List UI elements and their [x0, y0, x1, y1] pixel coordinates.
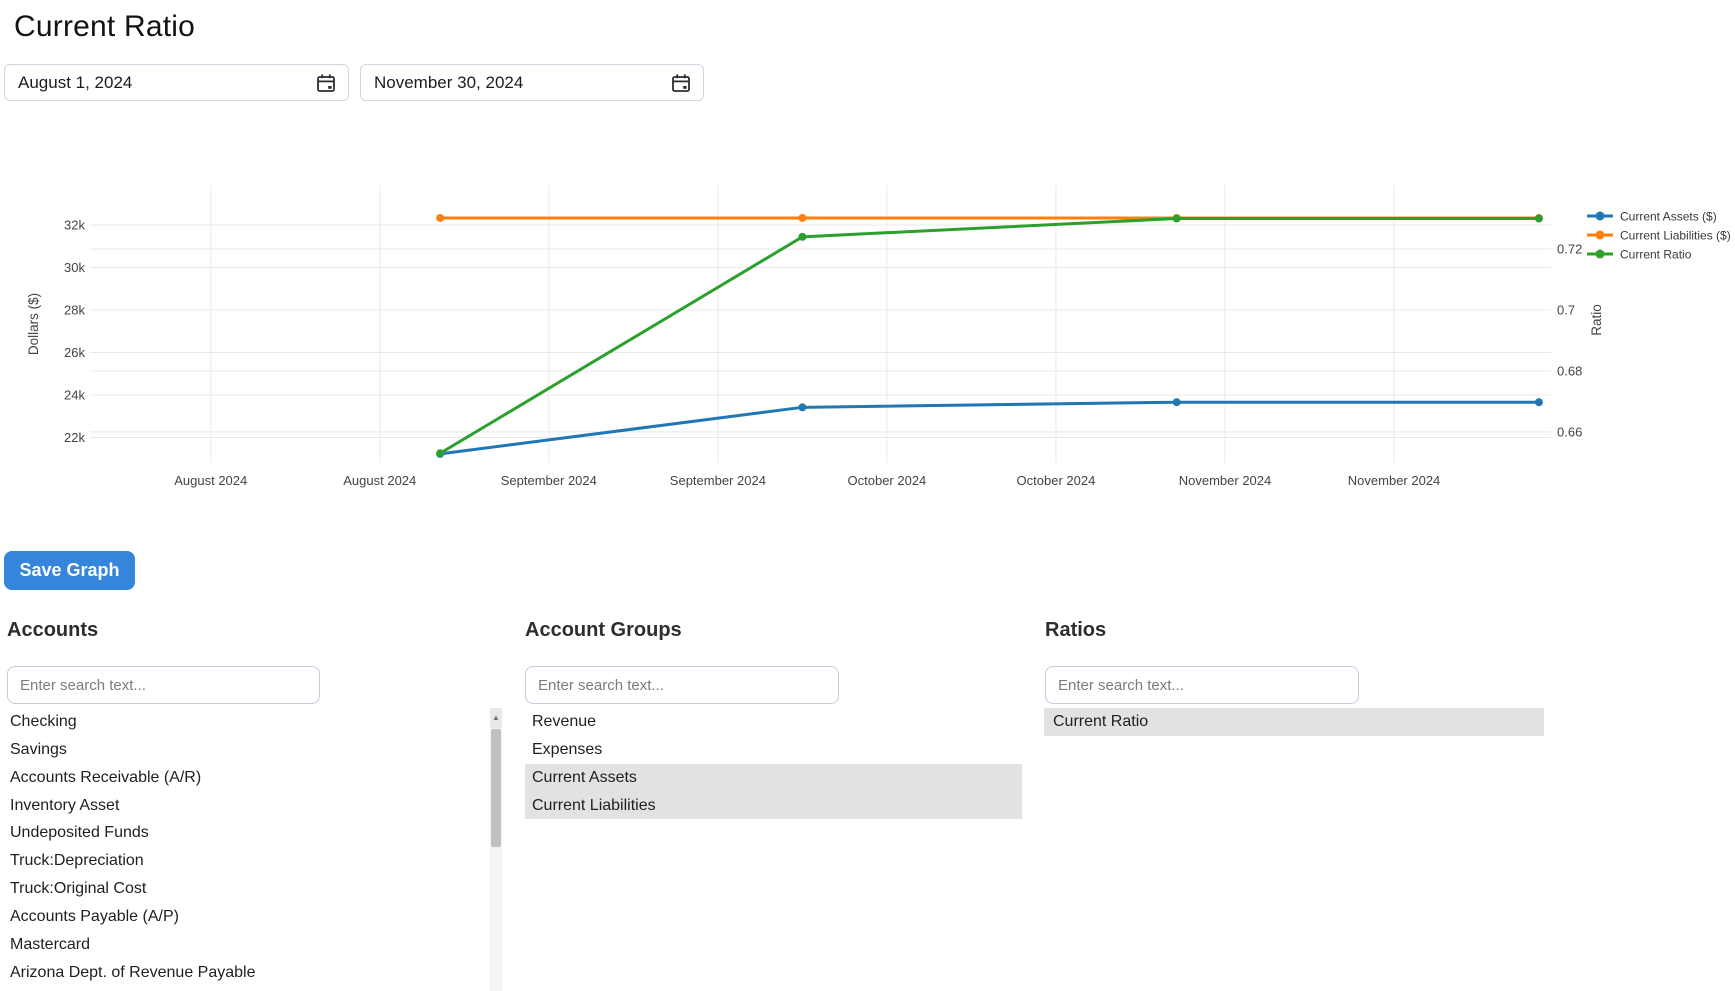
legend-item[interactable]: Current Liabilities ($) [1587, 229, 1731, 243]
legend-item[interactable]: Current Assets ($) [1587, 210, 1717, 224]
svg-text:Current Liabilities ($): Current Liabilities ($) [1620, 229, 1731, 243]
x-tick-label: November 2024 [1179, 473, 1272, 488]
account-groups-heading: Account Groups [525, 619, 682, 641]
series-point [1172, 398, 1181, 407]
x-tick-label: September 2024 [501, 473, 597, 488]
y-tick-label: 32k [64, 217, 85, 232]
y-tick-label: 22k [64, 430, 85, 445]
scroll-up-icon[interactable]: ▲ [490, 708, 502, 728]
list-item[interactable]: Savings [10, 740, 67, 758]
list-item[interactable]: Accounts Receivable (A/R) [10, 768, 202, 786]
y-tick-label: 26k [64, 345, 85, 360]
series-point [798, 403, 807, 412]
list-item[interactable]: Expenses [532, 740, 603, 758]
ratios-list: Current Ratio [1044, 708, 1544, 736]
x-tick-label: October 2024 [1017, 473, 1096, 488]
x-tick-label: August 2024 [174, 473, 247, 488]
ratio-chart: August 2024 August 2024 September 2024 Sept… [0, 170, 1735, 510]
y-tick-label: 30k [64, 260, 85, 275]
end-date-input[interactable] [361, 65, 703, 100]
svg-text:Current Ratio: Current Ratio [1620, 248, 1692, 262]
y2-tick-label: 0.68 [1557, 363, 1582, 378]
series-point [1534, 214, 1543, 223]
series-point [798, 213, 807, 222]
accounts-heading: Accounts [7, 619, 99, 641]
x-tick-label: August 2024 [343, 473, 416, 488]
list-item[interactable]: Revenue [532, 713, 597, 730]
list-item[interactable]: Mastercard [10, 935, 91, 953]
accounts-search-input[interactable] [7, 666, 320, 704]
left-axis-title: Dollars ($) [26, 293, 41, 355]
series-line [439, 400, 1539, 456]
legend-item[interactable]: Current Ratio [1587, 248, 1692, 262]
series-line [439, 217, 1539, 455]
save-graph-button[interactable]: Save Graph [4, 551, 135, 590]
y2-tick-label: 0.66 [1557, 424, 1582, 439]
start-date-field[interactable] [4, 64, 349, 101]
svg-text:Current Assets ($): Current Assets ($) [1620, 210, 1717, 224]
ratios-heading: Ratios [1045, 619, 1107, 641]
x-tick-label: October 2024 [848, 473, 927, 488]
series-point [1534, 398, 1543, 407]
y-tick-label: 28k [64, 302, 85, 317]
list-item[interactable]: Undeposited Funds [10, 824, 149, 842]
accounts-list: Checking Savings Accounts Receivable (A/R)… [0, 708, 488, 986]
y2-tick-label: 0.72 [1557, 242, 1582, 257]
x-tick-label: September 2024 [670, 473, 766, 488]
y-tick-label: 24k [64, 387, 85, 402]
x-tick-label: November 2024 [1348, 473, 1441, 488]
series-point [1172, 214, 1181, 223]
list-item[interactable]: Current Ratio [1044, 708, 1544, 736]
account-groups-search-input[interactable] [525, 666, 839, 704]
list-item[interactable]: Current Liabilities [525, 791, 1022, 820]
list-item[interactable]: Truck:Depreciation [10, 852, 144, 870]
list-item[interactable]: Checking [10, 713, 77, 730]
start-date-input[interactable] [5, 65, 348, 100]
list-item[interactable]: Arizona Dept. of Revenue Payable [10, 963, 256, 981]
page-title: Current Ratio [14, 10, 196, 43]
calendar-icon[interactable] [670, 72, 692, 94]
series-point [798, 232, 807, 241]
list-item[interactable]: Current Assets [525, 763, 1022, 792]
accounts-scrollbar[interactable]: ▲ [490, 708, 502, 991]
scrollbar-thumb[interactable] [491, 729, 501, 847]
list-item[interactable]: Truck:Original Cost [10, 880, 147, 898]
end-date-field[interactable] [360, 64, 704, 101]
chart-canvas: August 2024 August 2024 September 2024 Sept… [26, 185, 1731, 488]
right-axis-title: Ratio [1589, 304, 1604, 336]
series-point [436, 213, 445, 222]
series-point [436, 449, 445, 458]
list-item[interactable]: Inventory Asset [10, 796, 120, 814]
list-item[interactable]: Accounts Payable (A/P) [10, 907, 179, 925]
calendar-icon[interactable] [315, 72, 337, 94]
ratios-search-input[interactable] [1045, 666, 1359, 704]
y2-tick-label: 0.7 [1557, 302, 1575, 317]
account-groups-list: Revenue Expenses Current Assets Current Lia… [525, 708, 1022, 820]
